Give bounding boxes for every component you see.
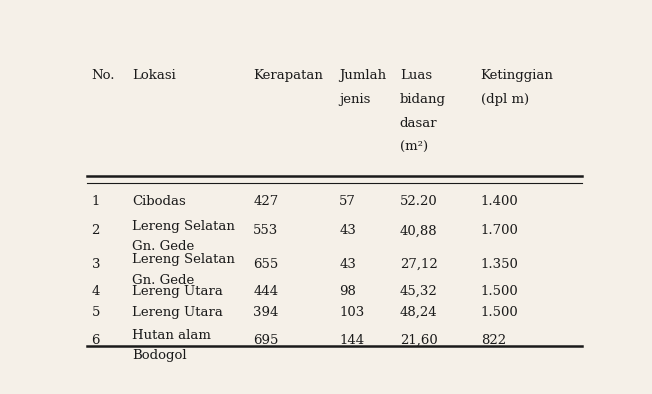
Text: Lereng Utara: Lereng Utara [132, 285, 223, 298]
Text: Bodogol: Bodogol [132, 349, 186, 362]
Text: Jumlah: Jumlah [339, 69, 387, 82]
Text: 52.20: 52.20 [400, 195, 437, 208]
Text: Kerapatan: Kerapatan [254, 69, 323, 82]
Text: 444: 444 [254, 285, 278, 298]
Text: 3: 3 [91, 258, 100, 271]
Text: (dpl m): (dpl m) [481, 93, 529, 106]
Text: 48,24: 48,24 [400, 306, 437, 319]
Text: 553: 553 [254, 224, 278, 237]
Text: 655: 655 [254, 258, 278, 271]
Text: bidang: bidang [400, 93, 446, 106]
Text: 2: 2 [91, 224, 100, 237]
Text: dasar: dasar [400, 117, 437, 130]
Text: 394: 394 [254, 306, 278, 319]
Text: Luas: Luas [400, 69, 432, 82]
Text: 6: 6 [91, 334, 100, 347]
Text: 1.500: 1.500 [481, 285, 518, 298]
Text: Gn. Gede: Gn. Gede [132, 240, 194, 253]
Text: jenis: jenis [339, 93, 370, 106]
Text: 1.500: 1.500 [481, 306, 518, 319]
Text: 43: 43 [339, 224, 356, 237]
Text: Lereng Utara: Lereng Utara [132, 306, 223, 319]
Text: Cibodas: Cibodas [132, 195, 186, 208]
Text: 695: 695 [254, 334, 278, 347]
Text: 427: 427 [254, 195, 278, 208]
Text: Ketinggian: Ketinggian [481, 69, 554, 82]
Text: 43: 43 [339, 258, 356, 271]
Text: Lereng Selatan: Lereng Selatan [132, 219, 235, 232]
Text: 103: 103 [339, 306, 364, 319]
Text: 144: 144 [339, 334, 364, 347]
Text: 1.350: 1.350 [481, 258, 518, 271]
Text: 5: 5 [91, 306, 100, 319]
Text: 98: 98 [339, 285, 356, 298]
Text: No.: No. [91, 69, 115, 82]
Text: 57: 57 [339, 195, 356, 208]
Text: (m²): (m²) [400, 141, 428, 154]
Text: 45,32: 45,32 [400, 285, 437, 298]
Text: 21,60: 21,60 [400, 334, 437, 347]
Text: 1.400: 1.400 [481, 195, 518, 208]
Text: Lereng Selatan: Lereng Selatan [132, 253, 235, 266]
Text: Lokasi: Lokasi [132, 69, 176, 82]
Text: 27,12: 27,12 [400, 258, 437, 271]
Text: 1: 1 [91, 195, 100, 208]
Text: Gn. Gede: Gn. Gede [132, 273, 194, 286]
Text: 40,88: 40,88 [400, 224, 437, 237]
Text: 4: 4 [91, 285, 100, 298]
Text: 822: 822 [481, 334, 506, 347]
Text: Hutan alam: Hutan alam [132, 329, 211, 342]
Text: 1.700: 1.700 [481, 224, 518, 237]
